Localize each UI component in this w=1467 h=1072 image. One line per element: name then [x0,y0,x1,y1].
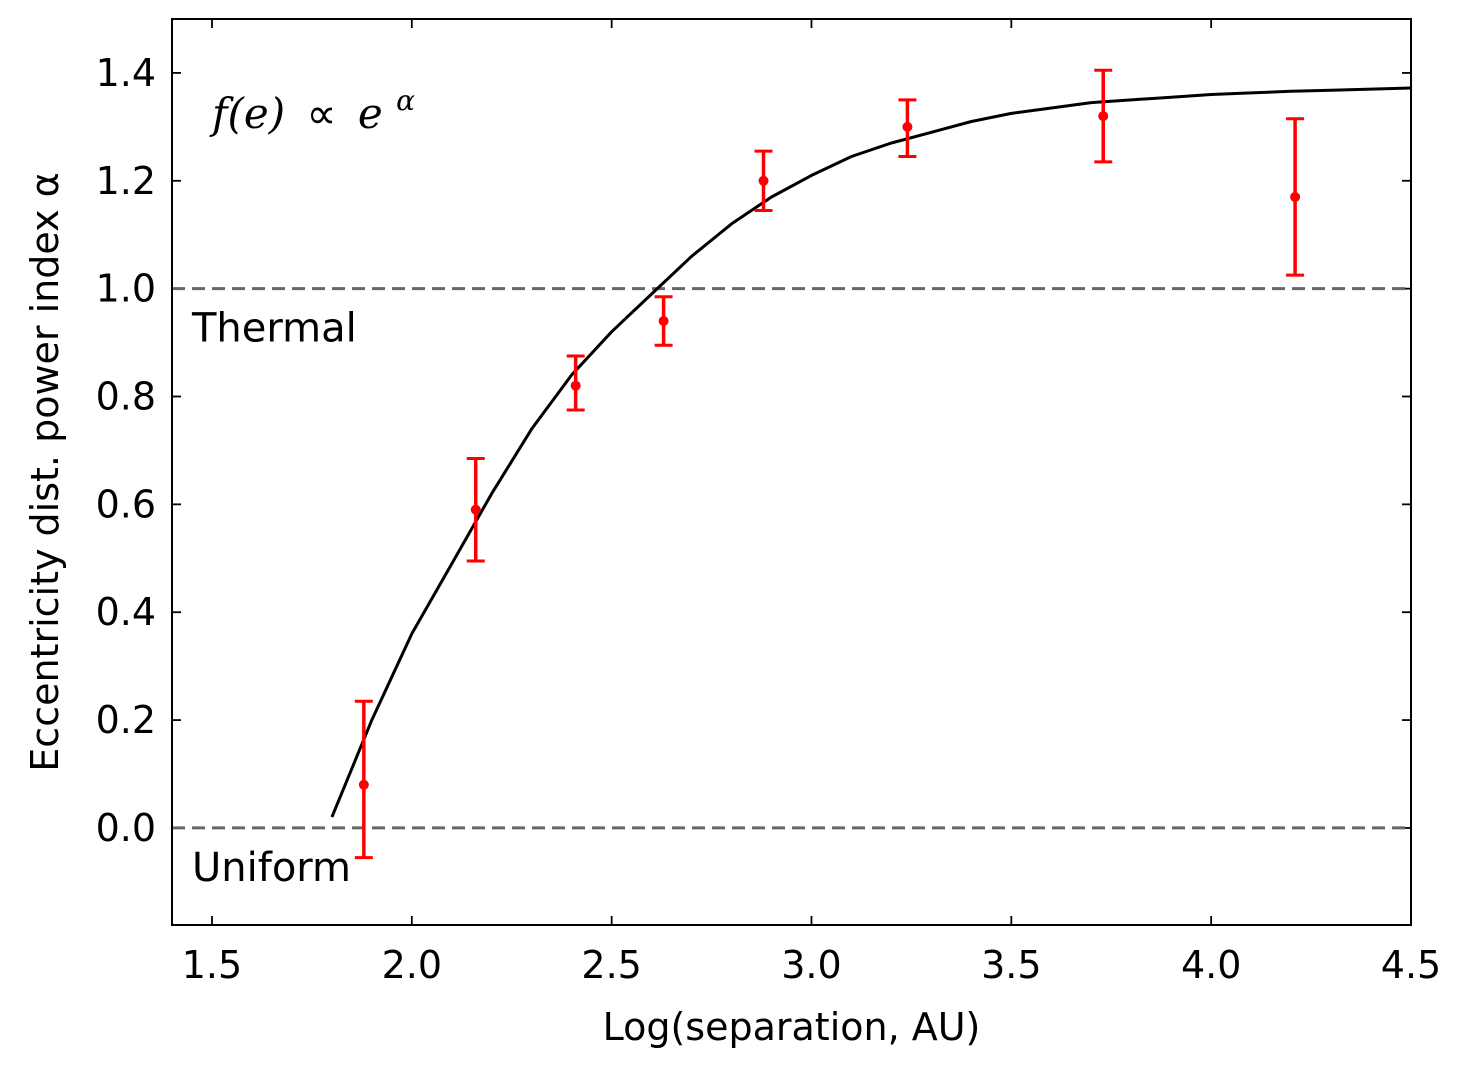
x-tick-label: 2.5 [581,943,641,987]
x-tick-label: 3.5 [981,943,1041,987]
x-tick-label: 4.5 [1381,943,1441,987]
data-point [658,316,669,326]
data-point [758,175,769,186]
x-tick-label: 2.0 [382,943,442,987]
formula-annotation: f(e) ∝ e α [209,84,415,138]
data-point [1098,111,1109,122]
x-axis-label: Log(separation, AU) [603,1005,981,1049]
x-tick-label: 1.5 [182,943,242,987]
formula-relation: ∝ [307,89,337,138]
y-axis-label: Eccentricity dist. power index α [23,172,67,771]
data-point-group [654,295,673,347]
data-point-group [466,457,485,563]
y-tick-label: 0.0 [96,806,156,850]
x-tick-label: 3.0 [781,943,841,987]
formula-base: e [358,89,383,138]
data-point-group [354,699,373,860]
y-tick-label: 0.6 [96,482,156,526]
data-point-group [1286,117,1305,277]
ticks-layer: 1.5 2.0 2.5 3.0 3.5 4.0 4.5 0.0 0.2 0.4 0.6 0.8 1.0 1… [96,19,1441,987]
fit-curve-layer [330,86,1412,818]
data-point [470,504,481,515]
y-tick-label: 0.2 [96,698,156,742]
y-tick-label: 1.4 [96,51,156,95]
data-point-group [898,98,917,159]
formula-lhs: f(e) [209,89,285,138]
data-point-group [1094,68,1113,164]
reference-line-label: Thermal [191,306,357,352]
formula-exponent: α [396,84,415,117]
data-point [570,380,581,391]
data-point [1290,191,1301,202]
data-point [358,779,369,790]
reference-lines: Thermal Uniform [172,287,1411,891]
reference-line-label: Uniform [192,845,351,891]
x-tick-label: 4.0 [1181,943,1241,987]
data-points-layer [354,68,1305,860]
y-tick-label: 0.4 [96,590,156,634]
data-point-group [754,149,773,212]
y-tick-label: 1.2 [96,159,156,203]
fit-curve [330,86,1412,818]
y-tick-label: 1.0 [96,267,156,311]
y-tick-label: 0.8 [96,375,156,419]
plot-frame [171,18,1412,926]
data-point-group [566,354,585,412]
data-point [902,121,913,132]
